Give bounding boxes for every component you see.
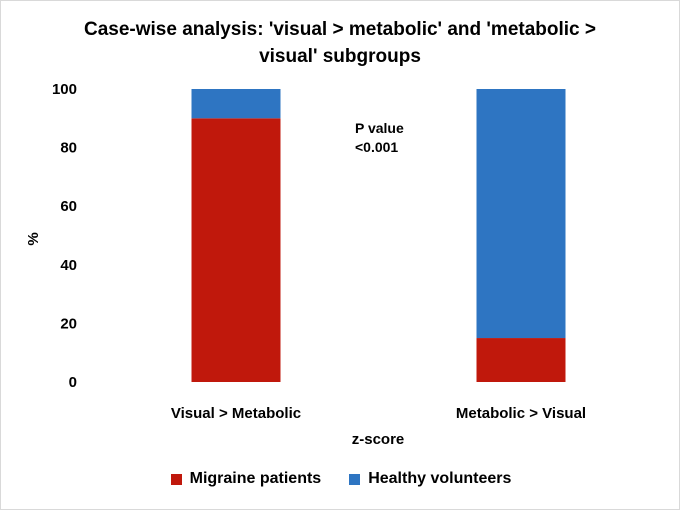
bar-segment-healthy-1: [191, 89, 281, 119]
y-axis-ticks: 0 20 40 60 80 100: [52, 81, 77, 391]
y-axis-label: %: [25, 232, 42, 245]
bar-segment-healthy-2: [476, 89, 566, 339]
y-tick-label: 40: [60, 257, 77, 274]
y-tick-label: 60: [60, 198, 77, 215]
legend-label-healthy: Healthy volunteers: [368, 470, 512, 487]
y-tick-label: 100: [52, 81, 77, 98]
bar-segment-migraine-1: [191, 118, 281, 383]
legend-label-migraine: Migraine patients: [189, 470, 322, 487]
bars: [191, 89, 566, 383]
x-axis-label: z-score: [352, 431, 405, 448]
legend-swatch-migraine: [170, 473, 182, 485]
chart-frame: [0, 0, 680, 510]
legend-item-healthy: Healthy volunteers: [349, 470, 511, 488]
y-tick-label: 80: [60, 140, 77, 157]
y-tick-label: 20: [60, 315, 77, 332]
chart-title-line-1: Case-wise analysis: 'visual > metabolic'…: [84, 19, 596, 40]
chart-title: Case-wise analysis: 'visual > metabolic'…: [60, 16, 620, 70]
y-tick-label: 0: [69, 374, 77, 391]
legend-swatch-healthy: [349, 473, 361, 485]
x-tick-label: Metabolic > Visual: [456, 405, 586, 422]
legend-item-migraine: Migraine patients: [170, 470, 322, 488]
x-tick-label: Visual > Metabolic: [171, 405, 301, 422]
p-value-annotation-line-1: P value: [355, 120, 404, 136]
legend: Migraine patients Healthy volunteers: [0, 470, 682, 488]
chart-title-line-2: visual' subgroups: [259, 46, 421, 67]
p-value-annotation-line-2: <0.001: [355, 139, 398, 155]
x-axis-ticks: Visual > Metabolic Metabolic > Visual: [171, 405, 586, 422]
bar-segment-migraine-2: [476, 338, 566, 382]
